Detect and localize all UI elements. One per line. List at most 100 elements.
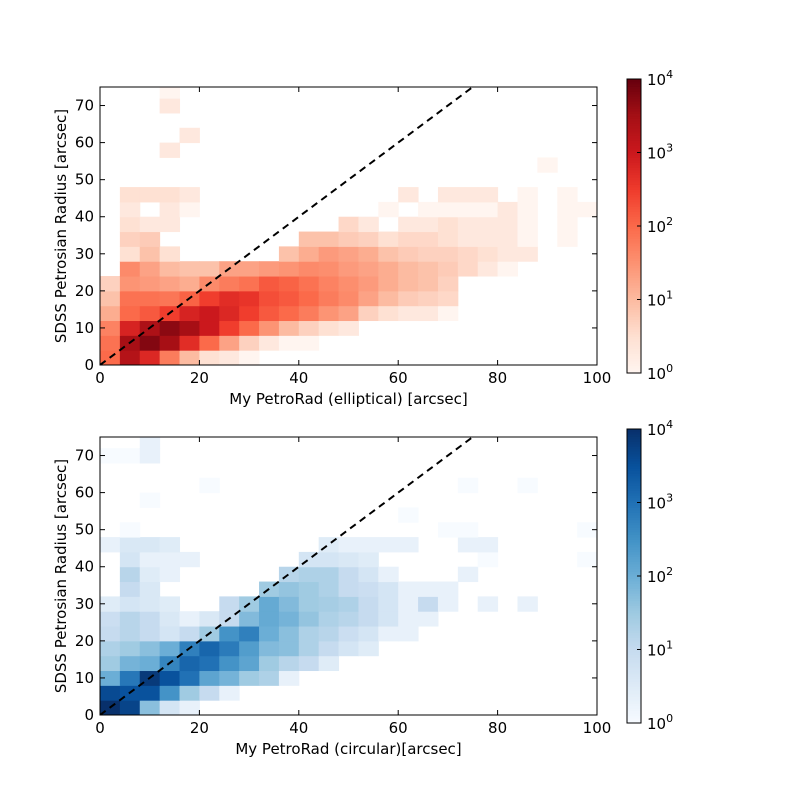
colorbar-segment	[627, 561, 641, 565]
colorbar-segment	[627, 147, 641, 151]
colorbar-segment	[627, 563, 641, 567]
colorbar-segment	[627, 201, 641, 205]
heatmap-bin	[338, 246, 359, 262]
colorbar-segment	[627, 297, 641, 301]
colorbar-segment	[627, 480, 641, 484]
colorbar-segment	[627, 294, 641, 298]
colorbar-segment	[627, 211, 641, 215]
heatmap-bin	[219, 335, 240, 351]
heatmap-bin	[338, 581, 359, 597]
colorbar-segment	[627, 108, 641, 112]
colorbar-segment	[627, 103, 641, 107]
colorbar-segment	[627, 482, 641, 486]
colorbar-segment	[627, 607, 641, 611]
colorbar-segment	[627, 265, 641, 269]
heatmap-bin	[119, 700, 141, 715]
colorbar-segment	[627, 504, 641, 508]
colorbar-segment	[627, 453, 641, 457]
heatmap-bin	[239, 670, 260, 686]
colorbar-segment	[627, 627, 641, 631]
heatmap-bin	[437, 276, 459, 292]
colorbar-segment	[627, 238, 641, 242]
colorbar-segment	[627, 470, 641, 474]
colorbar-segment	[627, 172, 641, 176]
heatmap-bin	[278, 276, 300, 292]
heatmap-bin	[119, 522, 141, 538]
heatmap-bin	[457, 246, 479, 262]
heatmap-bin	[259, 626, 280, 642]
colorbar-segment	[627, 321, 641, 325]
colorbar-segment	[627, 522, 641, 526]
heatmap-bin	[119, 261, 141, 277]
heatmap-bin	[418, 290, 439, 307]
colorbar-segment	[627, 93, 641, 97]
heatmap-bin	[139, 655, 161, 672]
heatmap-bin	[557, 187, 578, 203]
colorbar-segment	[627, 206, 641, 210]
heatmap-bin	[179, 276, 200, 292]
heatmap-bin	[457, 216, 479, 233]
colorbar-segment	[627, 602, 641, 606]
heatmap-bin	[219, 320, 240, 336]
heatmap-bin	[398, 581, 419, 597]
heatmap-bin	[199, 320, 220, 336]
colorbar-segment	[627, 243, 641, 247]
colorbar-tick-label: 101	[647, 289, 673, 310]
heatmap-bin	[100, 655, 121, 672]
colorbar-segment	[627, 328, 641, 332]
colorbar-segment	[627, 576, 641, 580]
colorbar-segment	[627, 86, 641, 90]
colorbar-segment	[627, 262, 641, 266]
colorbar-segment	[627, 683, 641, 687]
heatmap-bin	[378, 246, 399, 262]
heatmap-bin	[278, 640, 300, 657]
colorbar-segment	[627, 433, 641, 437]
y-tick-label: 30	[75, 595, 94, 613]
heatmap-bin	[338, 305, 359, 322]
colorbar-segment	[627, 625, 641, 629]
colorbar-segment	[627, 213, 641, 217]
heatmap-bin	[179, 305, 200, 322]
heatmap-bin	[318, 581, 340, 597]
colorbar-segment	[627, 314, 641, 318]
heatmap-bin	[119, 276, 141, 292]
heatmap-bin	[318, 611, 340, 627]
colorbar-segment	[627, 527, 641, 531]
y-tick-label: 60	[75, 134, 94, 152]
colorbar-segment	[627, 460, 641, 464]
colorbar-segment	[627, 358, 641, 362]
colorbar-segment	[627, 309, 641, 313]
heatmap-bin	[358, 611, 379, 627]
colorbar-segment	[627, 549, 641, 553]
colorbar-segment	[627, 81, 641, 85]
colorbar-segment	[627, 167, 641, 171]
y-tick-label: 0	[84, 356, 94, 374]
heatmap-bin	[239, 261, 260, 277]
colorbar-segment	[627, 289, 641, 293]
colorbar-segment	[627, 343, 641, 347]
heatmap-bin	[139, 276, 161, 292]
heatmap-bin	[119, 290, 141, 307]
heatmap-bin	[437, 246, 459, 262]
colorbar-segment	[627, 186, 641, 190]
heatmap-bin	[159, 611, 181, 627]
heatmap-bin	[139, 305, 161, 322]
heatmap-bin	[418, 596, 439, 612]
heatmap-bin	[239, 276, 260, 292]
heatmap-bin	[139, 448, 161, 464]
heatmap-bin	[298, 261, 320, 277]
heatmap-bin	[338, 261, 359, 277]
colorbar-segment	[627, 595, 641, 599]
heatmap-bin	[298, 320, 320, 336]
colorbar-segment	[627, 490, 641, 494]
heatmap-bin	[119, 320, 141, 336]
colorbar-segment	[627, 455, 641, 459]
colorbar-segment	[627, 142, 641, 146]
heatmap-bin	[179, 611, 200, 627]
heatmap-bin	[219, 655, 240, 672]
colorbar-segment	[627, 306, 641, 310]
colorbar-segment	[627, 558, 641, 562]
heatmap-bin	[497, 261, 518, 277]
colorbar-segment	[627, 336, 641, 340]
heatmap-bin	[159, 566, 181, 583]
